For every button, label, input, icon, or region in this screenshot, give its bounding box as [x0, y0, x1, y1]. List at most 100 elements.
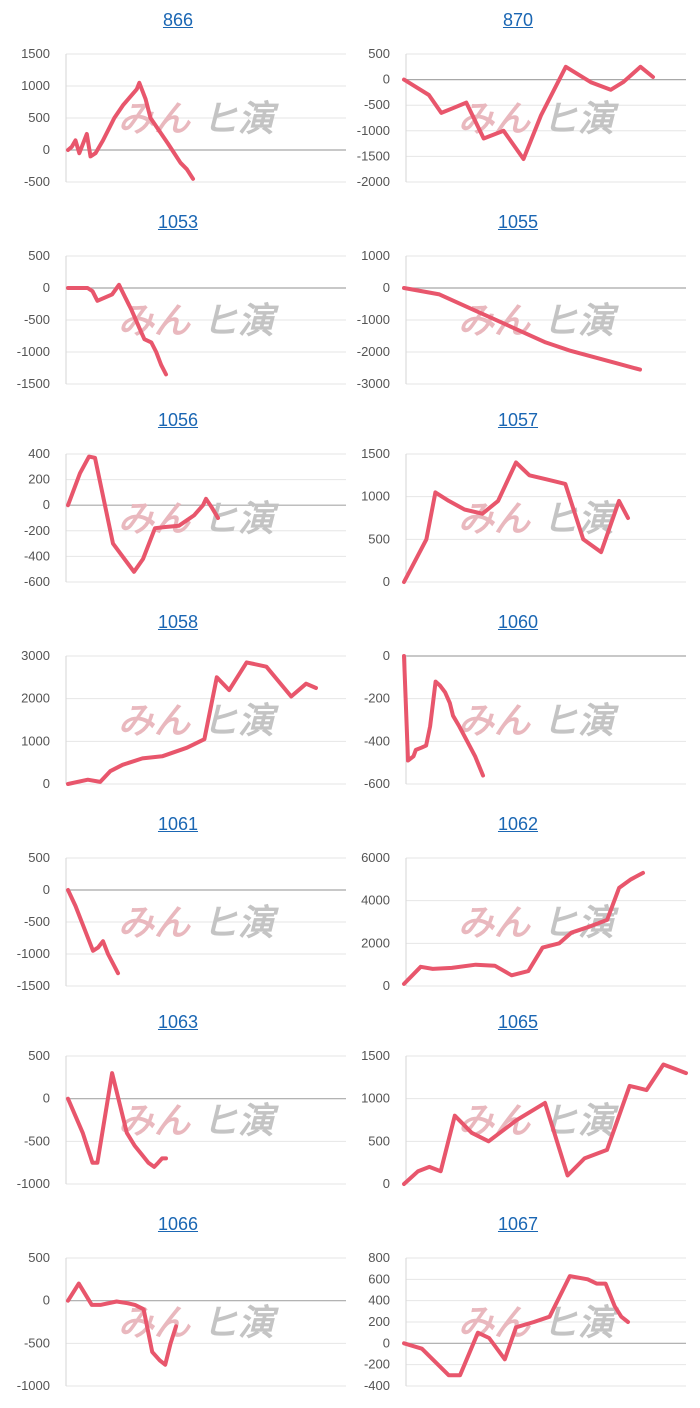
chart-title-link[interactable]: 1062 [497, 814, 539, 834]
watermark-logo-right: ヒ演 [202, 1302, 279, 1343]
y-tick-label: 0 [43, 142, 50, 157]
y-tick-label: 500 [368, 46, 390, 61]
chart-panel-1062: 1062 6000 4000 2000 0 みん ヒ演 [348, 812, 688, 1008]
y-tick-label: 0 [43, 776, 50, 791]
y-tick-label: 6000 [361, 850, 390, 865]
y-tick-label: 800 [368, 1250, 390, 1265]
y-tick-label: -400 [24, 548, 50, 563]
chart-title-link[interactable]: 1063 [157, 1012, 199, 1032]
y-tick-label: -2000 [357, 174, 390, 189]
chart-panel-1066: 1066 500 0 -500 -1000 みん ヒ演 [8, 1212, 348, 1408]
watermark-logo-left: みん [458, 98, 531, 139]
y-tick-label: 500 [368, 531, 390, 546]
chart-title-link[interactable]: 1066 [157, 1214, 199, 1234]
y-tick-label: -400 [364, 733, 390, 748]
chart-panel-870: 870 500 0 -500 -1000 -1500 -2000 みん ヒ演 [348, 8, 688, 204]
chart-title-link[interactable]: 1056 [157, 410, 199, 430]
series-line [402, 1062, 688, 1186]
watermark-logo-right: ヒ演 [542, 98, 619, 139]
y-tick-label: 0 [43, 1293, 50, 1308]
y-tick-label: -500 [24, 174, 50, 189]
watermark-logo-right: ヒ演 [202, 700, 279, 741]
y-tick-label: 2000 [361, 935, 390, 950]
watermark-logo-right: ヒ演 [542, 902, 619, 943]
y-tick-label: -500 [364, 97, 390, 112]
chart-title-link[interactable]: 1061 [157, 814, 199, 834]
y-tick-label: -500 [24, 312, 50, 327]
watermark-logo-left: みん [118, 902, 191, 943]
y-tick-label: 1000 [361, 489, 390, 504]
series-line [402, 460, 630, 584]
y-tick-label: -1000 [357, 312, 390, 327]
y-tick-label: 1000 [361, 248, 390, 263]
line-chart: 500 0 -500 -1000 みん ヒ演 [17, 1048, 346, 1191]
chart-title-link[interactable]: 870 [502, 10, 534, 30]
y-tick-label: 200 [28, 472, 50, 487]
series-line [66, 1071, 168, 1169]
y-tick-label: -1000 [357, 123, 390, 138]
y-tick-label: 600 [368, 1271, 390, 1286]
chart-title-link[interactable]: 1065 [497, 1012, 539, 1032]
chart-title-link[interactable]: 866 [162, 10, 194, 30]
series-line [66, 1281, 178, 1367]
y-tick-label: -500 [24, 1133, 50, 1148]
chart-title-link[interactable]: 1060 [497, 612, 539, 632]
line-chart: 500 0 -500 -1000 みん ヒ演 [17, 1250, 346, 1393]
y-tick-label: 1000 [21, 78, 50, 93]
y-tick-label: -1000 [17, 946, 50, 961]
y-tick-label: 1000 [21, 733, 50, 748]
chart-panel-1063: 1063 500 0 -500 -1000 みん ヒ演 [8, 1010, 348, 1206]
y-tick-label: 0 [383, 648, 390, 663]
chart-panel-1067: 1067 800 600 400 200 0 -200 -400 みん ヒ演 [348, 1212, 688, 1408]
series-line [66, 888, 120, 976]
chart-title-link[interactable]: 1057 [497, 410, 539, 430]
chart-panel-1056: 1056 400 200 0 -200 -400 -600 みん ヒ演 [8, 408, 348, 604]
series-line [66, 80, 195, 181]
y-tick-label: 500 [28, 248, 50, 263]
chart-title-link[interactable]: 1055 [497, 212, 539, 232]
line-chart: 6000 4000 2000 0 みん ヒ演 [361, 850, 686, 993]
y-tick-label: 0 [383, 1335, 390, 1350]
line-chart: 1500 1000 500 0 -500 みん ヒ演 [21, 46, 346, 189]
y-tick-label: -200 [364, 691, 390, 706]
y-tick-label: -1000 [17, 1176, 50, 1191]
series-line [66, 454, 220, 574]
y-tick-label: 1500 [361, 1048, 390, 1063]
series-line [402, 654, 485, 778]
line-chart: 0 -200 -400 -600 みん ヒ演 [364, 648, 686, 791]
y-tick-label: 0 [43, 497, 50, 512]
y-tick-label: 0 [383, 1176, 390, 1191]
y-tick-label: 4000 [361, 893, 390, 908]
y-tick-label: 500 [28, 1048, 50, 1063]
y-tick-label: 3000 [21, 648, 50, 663]
watermark-logo-right: ヒ演 [542, 700, 619, 741]
series-line [66, 660, 318, 786]
watermark-logo-left: みん [118, 1302, 191, 1343]
y-tick-label: 1500 [361, 446, 390, 461]
y-tick-label: 1500 [21, 46, 50, 61]
line-chart: 500 0 -500 -1000 -1500 -2000 みん ヒ演 [357, 46, 686, 189]
watermark-logo-right: ヒ演 [202, 498, 279, 539]
chart-title-link[interactable]: 1058 [157, 612, 199, 632]
y-tick-label: -1500 [357, 148, 390, 163]
chart-title-link[interactable]: 1067 [497, 1214, 539, 1234]
y-tick-label: -400 [364, 1378, 390, 1393]
chart-title-link[interactable]: 1053 [157, 212, 199, 232]
y-tick-label: 400 [28, 446, 50, 461]
y-tick-label: 0 [383, 978, 390, 993]
chart-panel-1060: 1060 0 -200 -400 -600 みん ヒ演 [348, 610, 688, 806]
y-tick-label: -500 [24, 1335, 50, 1350]
chart-panel-1053: 1053 500 0 -500 -1000 -1500 みん ヒ演 [8, 210, 348, 406]
y-tick-label: -600 [364, 776, 390, 791]
watermark-logo-left: みん [118, 1100, 191, 1141]
series-line [402, 870, 645, 986]
y-tick-label: 500 [28, 850, 50, 865]
y-tick-label: 500 [28, 110, 50, 125]
